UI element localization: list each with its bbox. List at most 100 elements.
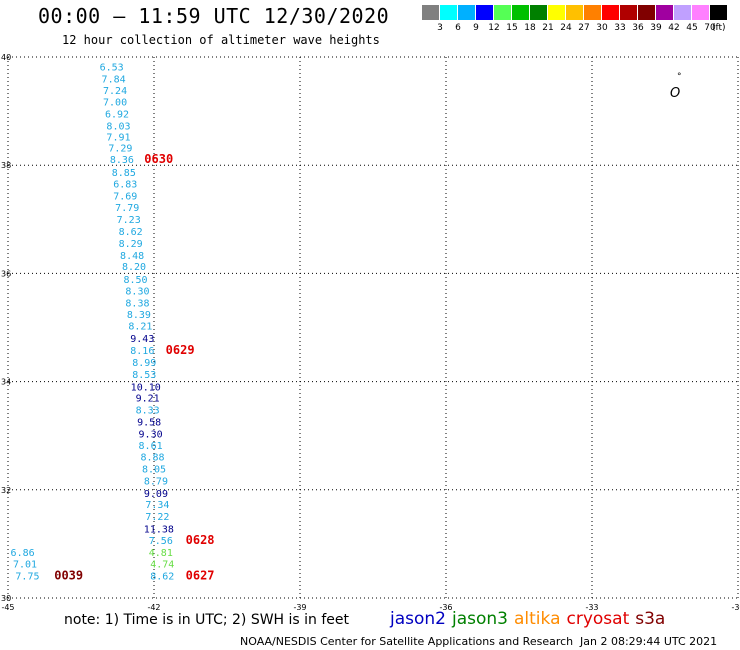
legend-label: 70 (704, 23, 716, 33)
swh-value: 11.38 (144, 525, 174, 536)
credit-text: NOAA/NESDIS Center for Satellite Applica… (240, 635, 574, 648)
axis-ticks: -45 -42 -39 -36 -33 -30 40 38 36 34 32 30 (1, 53, 740, 612)
swh-value: 7.79 (115, 203, 139, 214)
swh-value: 8.16 (130, 346, 154, 357)
legend-label: 24 (560, 23, 572, 33)
legend-swatch (422, 5, 440, 20)
x-tick-label: -36 (439, 603, 452, 612)
legend-swatch (440, 5, 458, 20)
satellite-jason2: jason2 (390, 609, 446, 629)
satellite-s3a: s3a (635, 609, 666, 629)
legend-swatch (512, 5, 530, 20)
swh-value: 8.99 (132, 358, 156, 369)
map-title: 00:00 – 11:59 UTC 12/30/2020 (38, 4, 390, 28)
x-tick-label: -33 (585, 603, 598, 612)
legend-swatch (458, 5, 476, 20)
swh-value: 8.36 (110, 155, 134, 166)
grid-lines (7, 56, 739, 599)
legend-swatch (638, 5, 656, 20)
legend-label: 9 (473, 23, 479, 33)
island-marker: O (670, 86, 680, 101)
swh-value: 8.79 (144, 476, 168, 487)
swh-value: 7.91 (106, 132, 130, 143)
satellite-cryosat: cryosat (566, 609, 630, 629)
swh-value: 8.20 (122, 262, 146, 273)
swh-value: 9.58 (137, 417, 161, 428)
map-subtitle: 12 hour collection of altimeter wave hei… (62, 33, 380, 47)
legend-label: 45 (686, 23, 698, 33)
swh-value: 8.50 (123, 275, 147, 286)
swh-value: 8.62 (119, 227, 143, 238)
y-tick-label: 40 (1, 53, 11, 62)
legend-swatch (476, 5, 494, 20)
credit-timestamp: Jan 2 08:29:44 UTC 2021 (580, 635, 718, 648)
y-tick-label: 38 (1, 161, 11, 170)
swh-value: 7.75 (15, 572, 39, 583)
footer-note: note: 1) Time is in UTC; 2) SWH is in fe… (64, 612, 350, 628)
swh-value: 9.43 (130, 334, 154, 345)
legend-label: 6 (455, 23, 461, 33)
swh-value: 9.30 (139, 429, 163, 440)
swh-value: 7.34 (145, 500, 169, 511)
swh-value: 8.39 (127, 310, 151, 321)
swh-value: 6.92 (105, 110, 129, 121)
legend-swatch (710, 5, 728, 20)
y-tick-label: 32 (1, 486, 11, 495)
swh-value: 7.23 (117, 215, 141, 226)
track-id: 0627 (186, 569, 215, 583)
legend-label: 3 (437, 23, 443, 33)
swh-value: 8.05 (142, 464, 166, 475)
swh-value: 6.53 (100, 63, 124, 74)
track-id: 0629 (166, 343, 195, 357)
legend-swatch (548, 5, 566, 20)
track-id: 0630 (144, 152, 173, 166)
swh-value: 6.86 (11, 548, 35, 559)
legend-swatch (584, 5, 602, 20)
swh-value: 8.85 (112, 168, 136, 179)
satellite-legend: jason2 jason3 altika cryosat s3a (390, 609, 671, 629)
satellite-altika: altika (514, 609, 561, 629)
legend-swatch (692, 5, 710, 20)
swh-value: 8.38 (125, 298, 149, 309)
swh-value: 8.21 (128, 322, 152, 333)
y-tick-label: 30 (1, 594, 11, 603)
legend-label: 33 (614, 23, 626, 33)
legend-label: 42 (668, 23, 680, 33)
legend-swatch (530, 5, 548, 20)
swh-value: 6.83 (113, 179, 137, 190)
swh-value: 7.69 (113, 191, 137, 202)
legend-label: 36 (632, 23, 644, 33)
island-dot: ° (677, 72, 682, 82)
swh-value: 9.21 (136, 394, 160, 405)
swh-value: 8.33 (136, 406, 160, 417)
track-id: 0628 (186, 533, 215, 547)
swh-value: 8.53 (132, 370, 156, 381)
swh-value: 7.56 (149, 536, 173, 547)
legend-label: 30 (596, 23, 608, 33)
legend-swatch (602, 5, 620, 20)
satellite-jason3: jason3 (452, 609, 508, 629)
legend-label: 39 (650, 23, 662, 33)
swh-value: 8.48 (120, 251, 144, 262)
legend-label: 21 (542, 23, 554, 33)
legend-label: 15 (506, 23, 518, 33)
swh-value: 7.22 (145, 512, 169, 523)
y-tick-label: 36 (1, 269, 11, 278)
swh-observations: 6.537.847.247.006.928.037.917.298.36 8.85… (11, 63, 175, 583)
swh-value: 8.29 (119, 239, 143, 250)
swh-value: 7.01 (13, 560, 37, 571)
legend-swatch (620, 5, 638, 20)
swh-value: 8.03 (106, 121, 130, 132)
x-tick-label: -42 (147, 603, 160, 612)
track-identifiers: 0630 0629 0628 0627 0039 (54, 152, 214, 583)
legend-label: 12 (488, 23, 500, 33)
swh-value: 4.81 (149, 548, 173, 559)
legend-swatch (566, 5, 584, 20)
swh-value: 8.62 (150, 572, 174, 583)
swh-value: 8.61 (139, 441, 163, 452)
legend-label: 27 (578, 23, 590, 33)
swh-value: 8.88 (140, 453, 164, 464)
swh-value: 7.24 (103, 86, 127, 97)
x-tick-label: -39 (293, 603, 306, 612)
